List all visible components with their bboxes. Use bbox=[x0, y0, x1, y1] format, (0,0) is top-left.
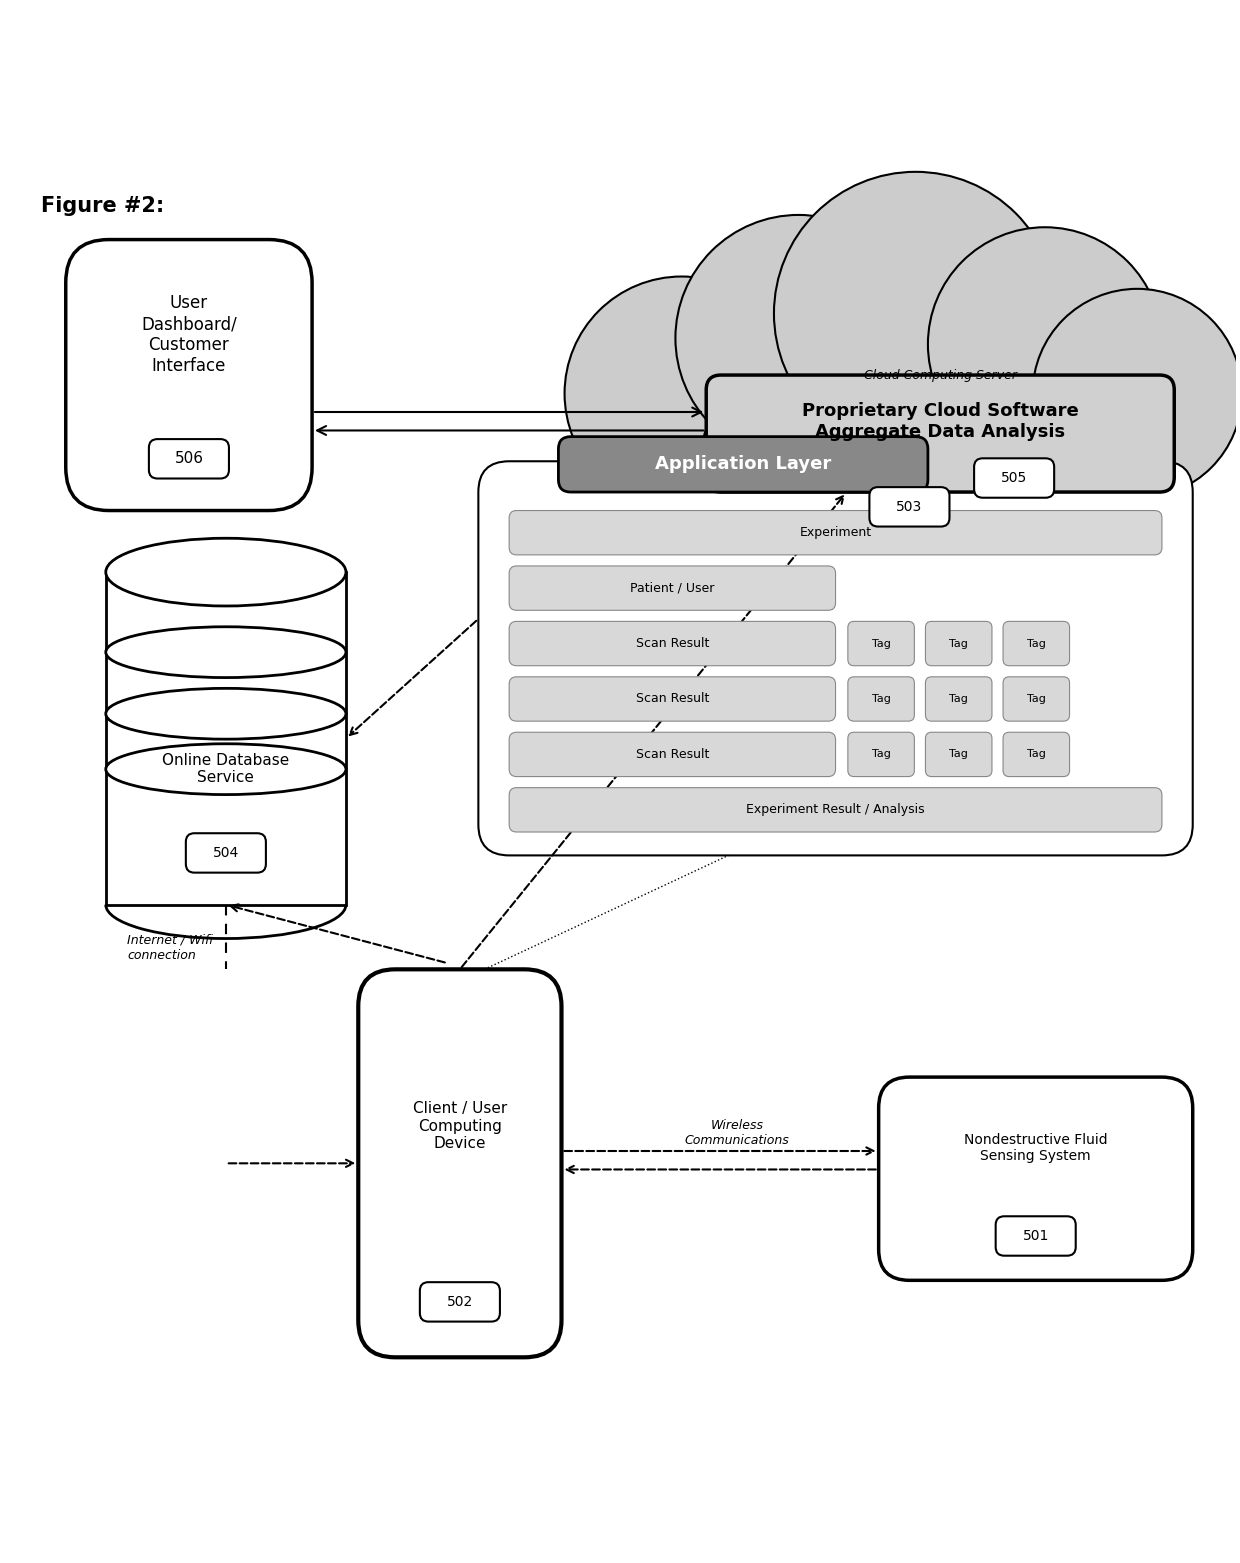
FancyBboxPatch shape bbox=[558, 436, 928, 492]
Text: Tag: Tag bbox=[872, 639, 890, 649]
Bar bbox=[105, 572, 346, 905]
Text: 501: 501 bbox=[1023, 1229, 1049, 1243]
FancyBboxPatch shape bbox=[479, 461, 1193, 855]
FancyBboxPatch shape bbox=[66, 239, 312, 511]
FancyBboxPatch shape bbox=[925, 677, 992, 721]
Text: 502: 502 bbox=[446, 1294, 472, 1308]
Text: Patient / User: Patient / User bbox=[630, 581, 714, 594]
FancyBboxPatch shape bbox=[1003, 731, 1070, 777]
Text: Experiment Result / Analysis: Experiment Result / Analysis bbox=[746, 803, 925, 816]
Text: Tag: Tag bbox=[1027, 639, 1045, 649]
FancyBboxPatch shape bbox=[510, 566, 836, 610]
Text: Tag: Tag bbox=[950, 639, 968, 649]
Text: 504: 504 bbox=[213, 846, 239, 860]
FancyBboxPatch shape bbox=[869, 488, 950, 527]
Ellipse shape bbox=[105, 627, 346, 678]
Ellipse shape bbox=[105, 744, 346, 794]
FancyBboxPatch shape bbox=[1003, 622, 1070, 666]
Ellipse shape bbox=[105, 688, 346, 739]
Text: Client / User
Computing
Device: Client / User Computing Device bbox=[413, 1102, 507, 1152]
Text: User
Dashboard/
Customer
Interface: User Dashboard/ Customer Interface bbox=[141, 294, 237, 375]
FancyBboxPatch shape bbox=[848, 731, 914, 777]
FancyBboxPatch shape bbox=[149, 439, 229, 478]
FancyBboxPatch shape bbox=[510, 788, 1162, 832]
FancyBboxPatch shape bbox=[186, 833, 265, 872]
Text: 503: 503 bbox=[897, 500, 923, 514]
FancyBboxPatch shape bbox=[358, 969, 562, 1357]
Text: Scan Result: Scan Result bbox=[636, 749, 709, 761]
FancyBboxPatch shape bbox=[879, 1077, 1193, 1280]
Text: Nondestructive Fluid
Sensing System: Nondestructive Fluid Sensing System bbox=[963, 1133, 1107, 1163]
Text: Figure #2:: Figure #2: bbox=[41, 197, 165, 216]
FancyBboxPatch shape bbox=[510, 731, 836, 777]
Text: Proprietary Cloud Software
Aggregate Data Analysis: Proprietary Cloud Software Aggregate Dat… bbox=[802, 402, 1079, 441]
Text: Experiment: Experiment bbox=[800, 527, 872, 539]
Text: Tag: Tag bbox=[872, 749, 890, 760]
Text: Tag: Tag bbox=[872, 694, 890, 703]
Text: Scan Result: Scan Result bbox=[636, 638, 709, 650]
Text: Tag: Tag bbox=[1027, 694, 1045, 703]
FancyBboxPatch shape bbox=[848, 622, 914, 666]
FancyBboxPatch shape bbox=[925, 622, 992, 666]
Text: 506: 506 bbox=[175, 452, 203, 466]
Text: Scan Result: Scan Result bbox=[636, 692, 709, 705]
FancyBboxPatch shape bbox=[1003, 677, 1070, 721]
FancyBboxPatch shape bbox=[975, 458, 1054, 497]
Text: Cloud Computing Server: Cloud Computing Server bbox=[864, 369, 1017, 381]
Text: Application Layer: Application Layer bbox=[655, 455, 831, 474]
Text: Tag: Tag bbox=[950, 749, 968, 760]
FancyBboxPatch shape bbox=[707, 375, 1174, 492]
FancyBboxPatch shape bbox=[510, 677, 836, 721]
FancyBboxPatch shape bbox=[848, 677, 914, 721]
Text: Tag: Tag bbox=[950, 694, 968, 703]
Text: 505: 505 bbox=[1001, 470, 1027, 485]
Text: Wireless
Communications: Wireless Communications bbox=[684, 1119, 790, 1147]
Text: Internet / Wifi
connection: Internet / Wifi connection bbox=[128, 933, 213, 961]
FancyBboxPatch shape bbox=[510, 622, 836, 666]
Text: Tag: Tag bbox=[1027, 749, 1045, 760]
Text: Online Database
Service: Online Database Service bbox=[162, 753, 289, 785]
FancyBboxPatch shape bbox=[420, 1282, 500, 1322]
FancyBboxPatch shape bbox=[996, 1216, 1076, 1255]
FancyBboxPatch shape bbox=[510, 511, 1162, 555]
FancyBboxPatch shape bbox=[925, 731, 992, 777]
Ellipse shape bbox=[105, 538, 346, 606]
